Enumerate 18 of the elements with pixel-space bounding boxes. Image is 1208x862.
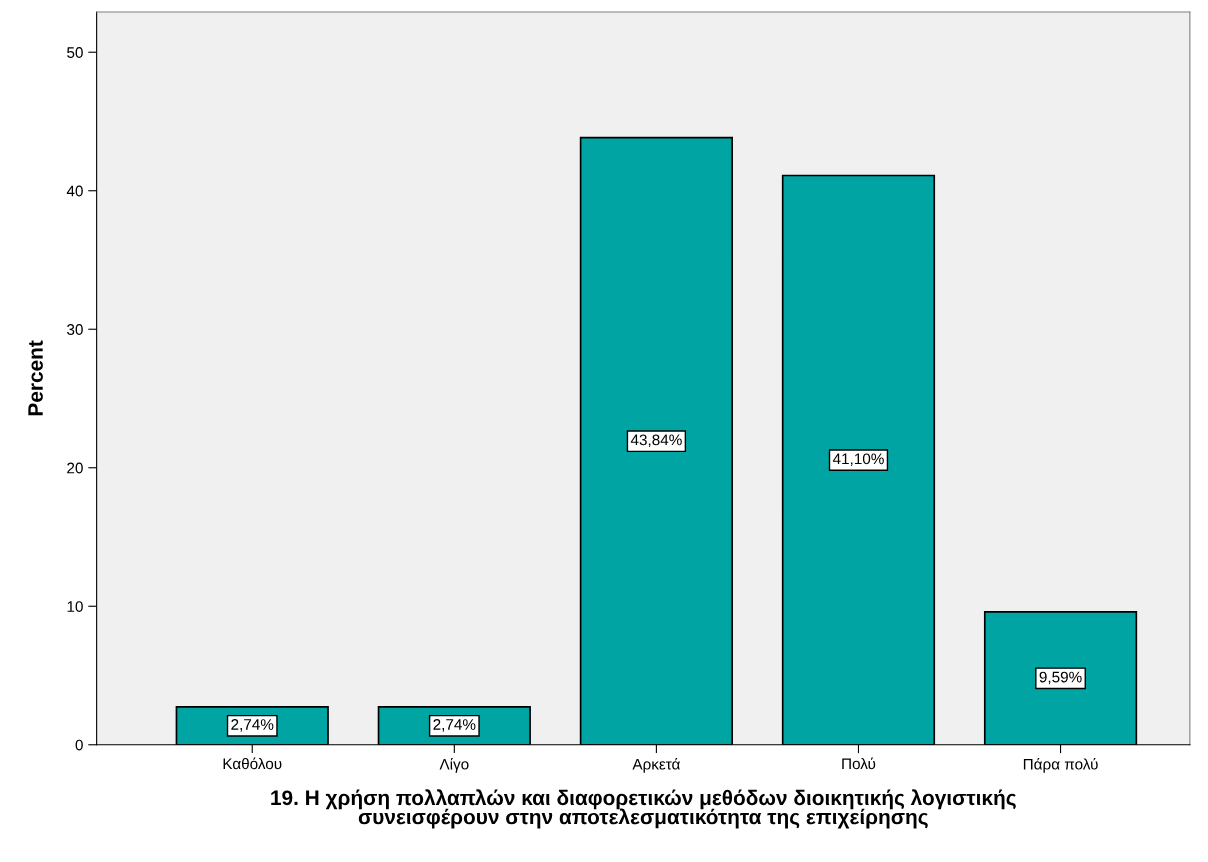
x-tick-label: Καθόλου: [223, 757, 282, 770]
data-label: 2,74%: [231, 719, 274, 732]
y-tick-label: 50: [67, 47, 83, 58]
x-tick-label: Αρκετά: [632, 757, 680, 773]
data-label: 2,74%: [433, 719, 476, 732]
data-label: 9,59%: [1039, 671, 1082, 685]
data-label: 41,10%: [832, 453, 884, 467]
data-label: 43,84%: [630, 434, 682, 448]
y-axis-title: Percent: [28, 340, 43, 416]
y-tick-label: 40: [66, 185, 83, 197]
y-tick-label: 20: [67, 462, 83, 474]
y-tick-label: 10: [67, 601, 83, 612]
x-tick-label: Πολύ: [842, 757, 876, 770]
x-tick-label: Λίγο: [439, 757, 469, 773]
x-tick-label: Πάρα πολύ: [1023, 757, 1098, 773]
x-axis-title: 19. Η χρήση πολλαπλών και διαφορετικών μεθόδων διοικητικής λογιστικής συνεισφέρουν στην αποτελεσματικότητα της επιχείρησης: [271, 789, 1016, 829]
y-tick-label: 0: [75, 739, 83, 751]
y-tick-label: 30: [67, 324, 83, 335]
